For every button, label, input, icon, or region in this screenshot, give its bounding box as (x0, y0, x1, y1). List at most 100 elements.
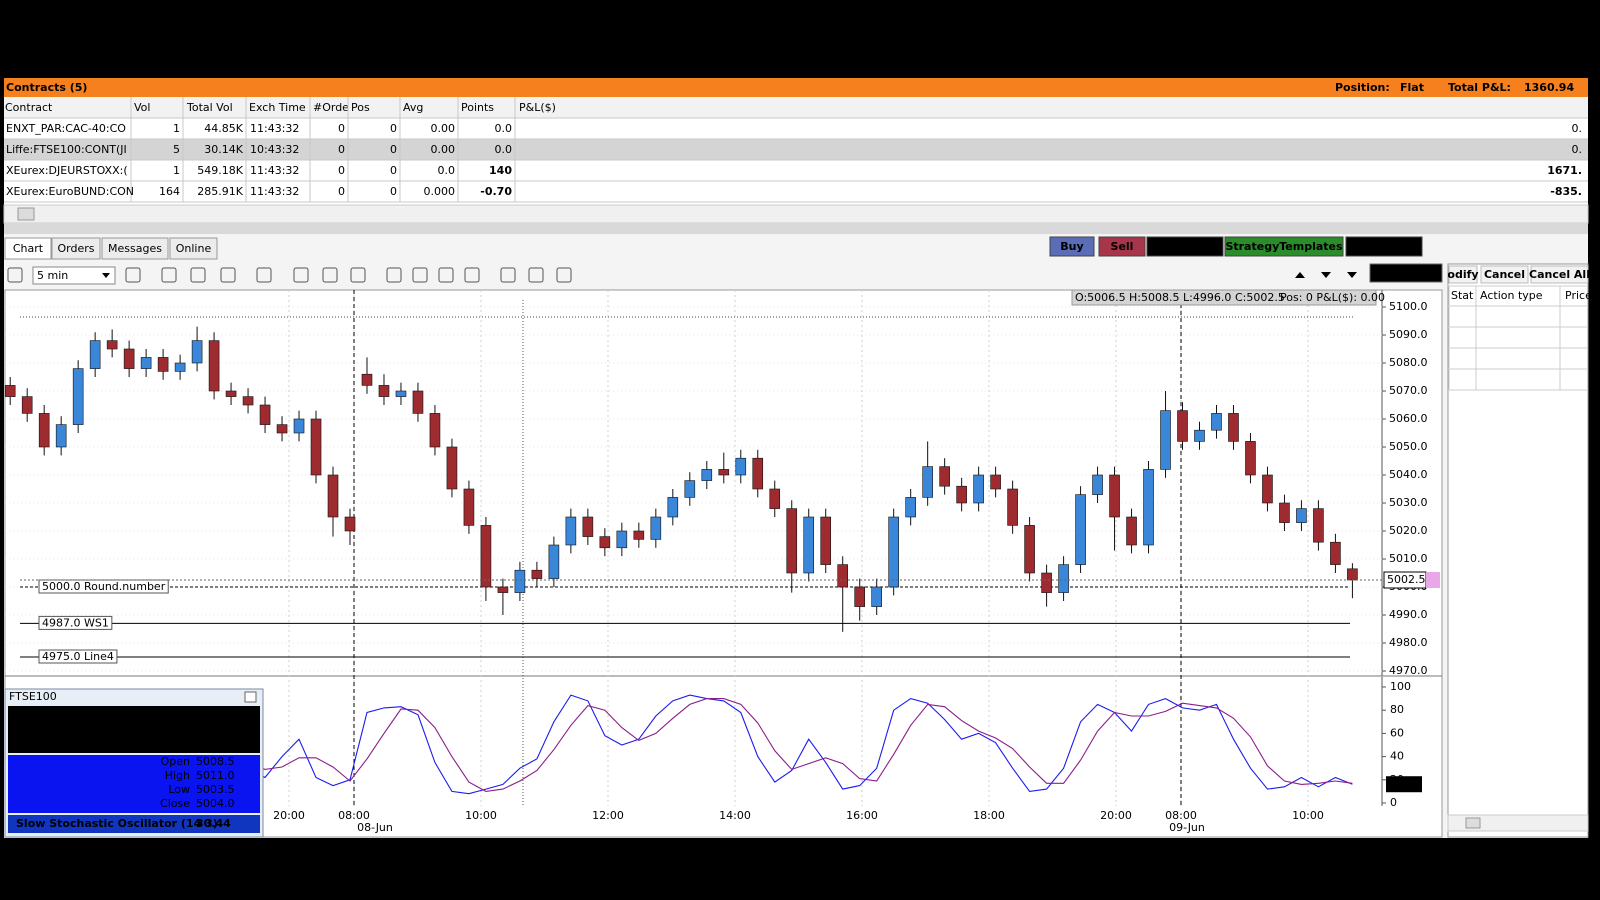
candle-body (106, 340, 118, 350)
interval-select[interactable] (32, 266, 116, 285)
tool-icon[interactable] (161, 267, 177, 283)
tool-icon[interactable] (350, 267, 366, 283)
toolbar-button[interactable] (1098, 236, 1146, 257)
table-cell[interactable]: 0 (338, 164, 345, 177)
order-button-label[interactable]: Cancel All (1529, 268, 1590, 281)
table-cell[interactable]: 44.85K (204, 122, 243, 135)
table-cell[interactable]: 140 (489, 164, 512, 177)
interval-value[interactable]: 5 min (37, 269, 68, 282)
y-tick-label: 4990.0 (1389, 608, 1428, 621)
table-cell[interactable]: 5 (173, 143, 180, 156)
tool-icon[interactable] (220, 267, 236, 283)
scroll-thumb[interactable] (17, 207, 35, 221)
tab-label[interactable]: Messages (108, 242, 162, 255)
table-cell[interactable]: 30.14K (204, 143, 243, 156)
table-cell[interactable]: 0 (338, 122, 345, 135)
tab-label[interactable]: Orders (58, 242, 95, 255)
table-cell[interactable]: 11:43:32 (250, 164, 299, 177)
toolbar-button[interactable] (1049, 236, 1095, 257)
toolbar-button-label[interactable]: Buy (1060, 240, 1083, 253)
table-cell[interactable]: 0.0 (438, 164, 456, 177)
tool-icon[interactable] (7, 267, 23, 283)
table-cell[interactable]: 0 (390, 185, 397, 198)
table-cell[interactable]: 0 (338, 185, 345, 198)
toolbar-button-label[interactable]: Trading Pad (1148, 240, 1221, 253)
nav-arrow[interactable] (1347, 272, 1357, 278)
toolbar-button[interactable] (1146, 236, 1224, 257)
table-cell[interactable]: -0.70 (480, 185, 512, 198)
table-cell[interactable]: 0.00 (431, 122, 456, 135)
order-button-label[interactable]: odify (1447, 268, 1478, 281)
table-cell[interactable]: 0.000 (424, 185, 456, 198)
candle-body (463, 488, 475, 526)
toolbar-button-label[interactable]: Sell (1111, 240, 1134, 253)
nav-arrow[interactable] (1295, 272, 1305, 278)
tab[interactable] (101, 237, 169, 260)
table-cell[interactable]: XEurex:EuroBUND:CON (6, 185, 134, 198)
table-cell[interactable]: 0 (338, 143, 345, 156)
tool-icon[interactable] (528, 267, 544, 283)
table-cell[interactable]: 1671. (1547, 164, 1582, 177)
table-cell[interactable]: 549.18K (197, 164, 243, 177)
tab-label[interactable]: Chart (13, 242, 44, 255)
trade-label[interactable]: Trade (1403, 266, 1437, 279)
candle-body (1330, 541, 1341, 565)
orders-scroll-thumb[interactable] (1465, 817, 1481, 829)
info-close[interactable] (244, 691, 257, 703)
tool-icon[interactable] (256, 267, 272, 283)
toolbar-button[interactable] (1345, 236, 1423, 257)
table-cell[interactable]: 0 (390, 122, 397, 135)
table-cell[interactable]: 11:43:32 (250, 185, 299, 198)
tab-label[interactable]: Online (176, 242, 212, 255)
toolbar-button-label[interactable]: StrategyTemplates (1225, 240, 1343, 253)
table-cell[interactable]: 164 (159, 185, 180, 198)
tool-icon[interactable] (464, 267, 480, 283)
table-cell[interactable]: 11:43:32 (250, 122, 299, 135)
table-cell[interactable]: XEurex:DJEURSTOXX:( (6, 164, 128, 177)
order-column: Stat (1451, 289, 1474, 302)
table-cell[interactable]: 0.0 (495, 122, 513, 135)
table-cell[interactable]: 10:43:32 (250, 143, 299, 156)
tool-icon[interactable] (500, 267, 516, 283)
candle-body (1007, 488, 1018, 526)
order-button[interactable] (1530, 265, 1589, 284)
candle-body (735, 457, 747, 476)
y-tick-label: 5020.0 (1389, 524, 1428, 537)
table-cell[interactable]: 285.91K (197, 185, 243, 198)
table-cell[interactable]: ENXT_PAR:CAC-40:CO (6, 122, 126, 135)
tool-icon[interactable] (386, 267, 402, 283)
toolbar-button-label[interactable]: ExitStyle (1356, 240, 1411, 253)
orders-scrollbar[interactable] (1447, 814, 1589, 832)
table-cell[interactable]: 0.00 (431, 143, 456, 156)
candle-body (242, 396, 254, 406)
table-cell[interactable]: 0.0 (495, 143, 513, 156)
trade-button[interactable] (1369, 263, 1443, 283)
tool-icon[interactable] (412, 267, 428, 283)
tool-icon[interactable] (293, 267, 309, 283)
tool-icon[interactable] (190, 267, 206, 283)
table-cell[interactable]: 1 (173, 122, 180, 135)
table-cell[interactable]: 0. (1572, 122, 1583, 135)
y-tick-label: 4980.0 (1389, 636, 1428, 649)
tab[interactable] (4, 237, 52, 260)
time-label: 10:00 (465, 809, 497, 822)
tab[interactable] (51, 237, 101, 260)
table-cell[interactable]: 0 (390, 143, 397, 156)
table-cell[interactable]: -835. (1550, 185, 1582, 198)
column-header: Avg (403, 101, 423, 114)
nav-arrow[interactable] (1321, 272, 1331, 278)
tool-icon[interactable] (125, 267, 141, 283)
toolbar-button[interactable] (1224, 236, 1344, 257)
order-button-label[interactable]: Cancel (1484, 268, 1525, 281)
table-cell[interactable]: 1 (173, 164, 180, 177)
order-button[interactable] (1448, 265, 1478, 284)
tool-icon[interactable] (438, 267, 454, 283)
table-cell[interactable]: 0 (390, 164, 397, 177)
table-cell[interactable]: Liffe:FTSE100:CONT(JI (6, 143, 127, 156)
tab[interactable] (169, 237, 218, 260)
tool-icon[interactable] (322, 267, 338, 283)
h-scrollbar[interactable] (3, 204, 1589, 224)
order-button[interactable] (1480, 265, 1529, 284)
table-cell[interactable]: 0. (1572, 143, 1583, 156)
tool-icon[interactable] (556, 267, 572, 283)
